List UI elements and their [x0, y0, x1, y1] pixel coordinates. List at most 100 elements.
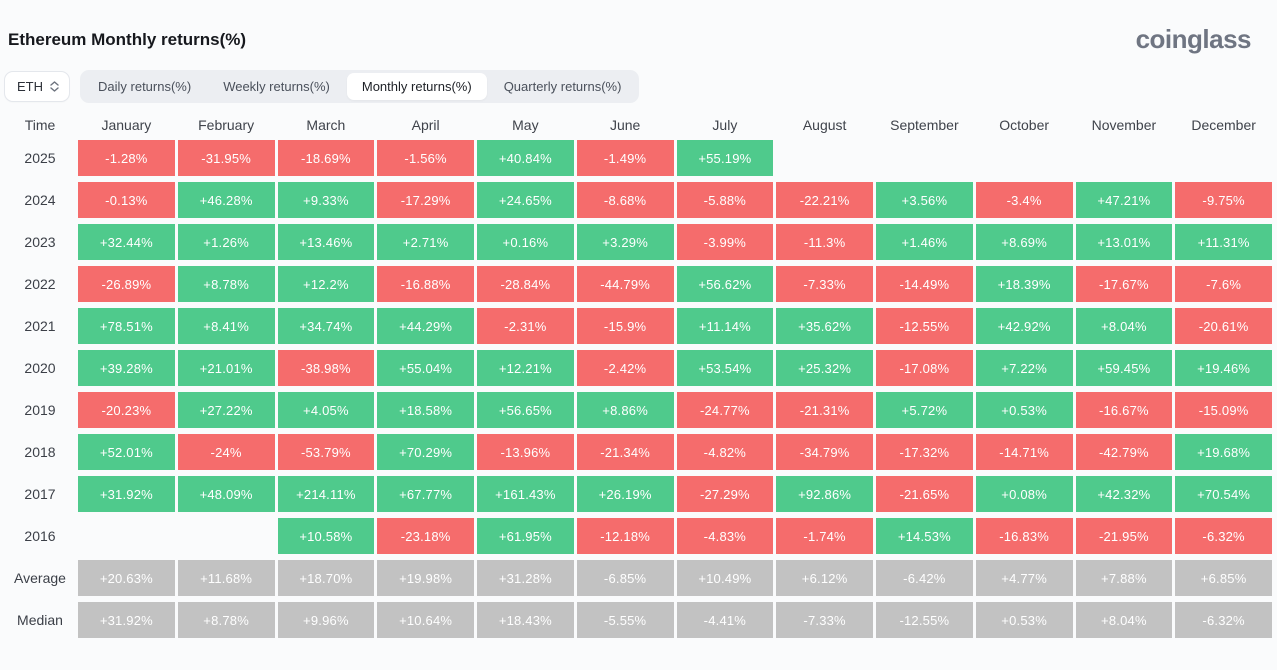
- return-cell: +9.96%: [277, 602, 375, 638]
- return-cell: +0.53%: [975, 392, 1073, 428]
- return-cell: -6.32%: [1175, 602, 1272, 638]
- return-cell: -15.09%: [1175, 392, 1272, 428]
- return-cell: -17.67%: [1075, 266, 1173, 302]
- return-cell: +3.29%: [576, 224, 674, 260]
- row-label: Median: [17, 612, 63, 628]
- return-cell: +31.28%: [477, 560, 574, 596]
- tab-quarterly-returns[interactable]: Quarterly returns(%): [503, 79, 622, 94]
- return-cell: +8.69%: [975, 224, 1073, 260]
- return-cell: +18.58%: [377, 392, 474, 428]
- month-column-header: May: [512, 116, 539, 133]
- return-cell: +18.70%: [277, 560, 375, 596]
- return-cell: +25.32%: [776, 350, 873, 386]
- return-cell: +70.29%: [377, 434, 474, 470]
- return-cell: -12.18%: [576, 518, 674, 554]
- return-cell: +7.22%: [975, 350, 1073, 386]
- return-cell: +14.53%: [876, 518, 973, 554]
- return-cell: -27.29%: [676, 476, 774, 512]
- return-cell: -42.79%: [1075, 434, 1173, 470]
- row-label: 2020: [24, 360, 56, 376]
- returns-tab-group: Daily returns(%) Weekly returns(%) Monthly…: [80, 70, 640, 103]
- table-row: 2023 +32.44% +1.26% +13.46% +2.71% +0.16% +3.2…: [5, 224, 1272, 260]
- return-cell: +31.92%: [78, 602, 175, 638]
- row-label: 2016: [24, 528, 56, 544]
- return-cell: -18.69%: [277, 140, 375, 176]
- return-cell: +56.62%: [676, 266, 774, 302]
- return-cell: -8.68%: [576, 182, 674, 218]
- tab-monthly-returns[interactable]: Monthly returns(%): [346, 73, 487, 100]
- tab-weekly-returns[interactable]: Weekly returns(%): [223, 79, 330, 94]
- symbol-select-value: ETH: [17, 79, 43, 94]
- return-cell: +6.12%: [776, 560, 873, 596]
- month-column-header: June: [609, 116, 641, 133]
- return-cell: +8.04%: [1075, 308, 1173, 344]
- return-cell: +0.53%: [975, 602, 1073, 638]
- table-row: 2020 +39.28% +21.01% -38.98% +55.04% +12.21% -…: [5, 350, 1272, 386]
- return-cell: +10.49%: [676, 560, 774, 596]
- return-cell: +4.05%: [277, 392, 375, 428]
- row-label: 2023: [24, 234, 56, 250]
- return-cell: -2.42%: [576, 350, 674, 386]
- return-cell: +42.32%: [1075, 476, 1173, 512]
- tab-daily-returns[interactable]: Daily returns(%): [98, 79, 192, 94]
- return-cell: +8.78%: [177, 602, 275, 638]
- return-cell: +12.21%: [477, 350, 574, 386]
- return-cell: -11.3%: [776, 224, 873, 260]
- return-cell: +53.54%: [676, 350, 774, 386]
- return-cell: -44.79%: [576, 266, 674, 302]
- return-cell: -12.55%: [876, 602, 973, 638]
- return-cell: -3.4%: [975, 182, 1073, 218]
- page-title: Ethereum Monthly returns(%): [8, 29, 247, 49]
- return-cell: +19.68%: [1175, 434, 1272, 470]
- return-cell: +26.19%: [576, 476, 674, 512]
- return-cell: +20.63%: [78, 560, 175, 596]
- return-cell: -14.49%: [876, 266, 973, 302]
- table-row: 2016 +10.58% -23.18% +61.95% -12.18% -4.83% -1…: [5, 518, 1272, 554]
- return-cell: +48.09%: [177, 476, 275, 512]
- return-cell: +161.43%: [477, 476, 574, 512]
- row-label: 2017: [24, 486, 56, 502]
- month-column-header: December: [1191, 116, 1256, 133]
- return-cell: +61.95%: [477, 518, 574, 554]
- return-cell: [1076, 140, 1173, 176]
- return-cell: -4.82%: [676, 434, 774, 470]
- symbol-select[interactable]: ETH: [4, 71, 70, 102]
- return-cell: -21.31%: [776, 392, 873, 428]
- return-cell: [876, 140, 973, 176]
- return-cell: -31.95%: [177, 140, 275, 176]
- month-column-header: April: [411, 116, 440, 133]
- return-cell: -1.74%: [776, 518, 873, 554]
- return-cell: -15.9%: [576, 308, 674, 344]
- table-row: Median +31.92% +8.78% +9.96% +10.64% +18.43% -…: [5, 602, 1272, 638]
- return-cell: +18.43%: [477, 602, 574, 638]
- return-cell: +10.58%: [277, 518, 375, 554]
- return-cell: +4.77%: [975, 560, 1073, 596]
- return-cell: -16.67%: [1075, 392, 1173, 428]
- month-column-header: November: [1091, 116, 1157, 133]
- return-cell: +46.28%: [177, 182, 275, 218]
- return-cell: +8.41%: [177, 308, 275, 344]
- return-cell: -21.95%: [1075, 518, 1173, 554]
- month-column-header: August: [802, 116, 847, 133]
- return-cell: -14.71%: [975, 434, 1073, 470]
- return-cell: -16.88%: [377, 266, 474, 302]
- table-row: 2018 +52.01% -24% -53.79% +70.29% -13.96% -21.…: [5, 434, 1272, 470]
- return-cell: +18.39%: [975, 266, 1073, 302]
- return-cell: +9.33%: [277, 182, 375, 218]
- month-column-header: September: [890, 116, 959, 133]
- return-cell: +19.46%: [1175, 350, 1272, 386]
- return-cell: -20.61%: [1175, 308, 1272, 344]
- table-row: 2021 +78.51% +8.41% +34.74% +44.29% -2.31% -15…: [5, 308, 1272, 344]
- table-row: Average +20.63% +11.68% +18.70% +19.98% +31.2…: [5, 560, 1272, 596]
- month-column-header: July: [712, 116, 738, 133]
- return-cell: -7.6%: [1175, 266, 1272, 302]
- return-cell: +56.65%: [477, 392, 574, 428]
- return-cell: -21.34%: [576, 434, 674, 470]
- return-cell: +92.86%: [776, 476, 873, 512]
- row-label: 2019: [24, 402, 56, 418]
- return-cell: -6.85%: [576, 560, 674, 596]
- return-cell: -22.21%: [776, 182, 873, 218]
- return-cell: -20.23%: [78, 392, 175, 428]
- row-label: 2021: [24, 318, 56, 334]
- return-cell: [776, 140, 873, 176]
